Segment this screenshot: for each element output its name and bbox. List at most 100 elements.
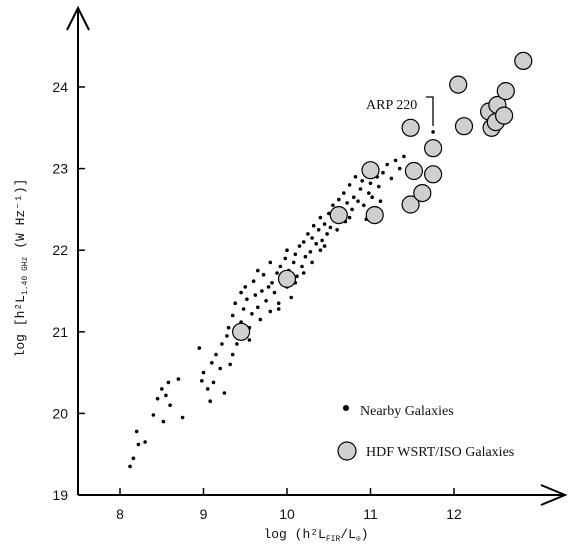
nearby-galaxy-point	[201, 370, 206, 375]
nearby-galaxy-point	[327, 211, 331, 216]
nearby-galaxy-point	[208, 399, 212, 404]
nearby-galaxy-point	[239, 290, 243, 295]
nearby-galaxy-point	[358, 187, 363, 191]
nearby-galaxy-point	[264, 299, 268, 303]
nearby-galaxy-point	[155, 396, 160, 401]
nearby-galaxy-point	[385, 162, 390, 167]
y-tick-label: 24	[52, 79, 68, 95]
hdf-galaxy-point	[401, 118, 420, 137]
nearby-galaxy-point	[303, 254, 308, 259]
annotation-arp220-pointer	[426, 96, 434, 126]
nearby-galaxy-point	[306, 232, 310, 236]
nearby-galaxy-point	[230, 313, 235, 318]
nearby-galaxy-point	[300, 264, 304, 269]
hdf-galaxy-point	[277, 269, 297, 288]
nearby-galaxy-point	[222, 391, 227, 395]
nearby-galaxy-point	[200, 379, 204, 383]
annotation-arp220: ARP 220	[366, 96, 434, 126]
hdf-galaxy-point	[365, 206, 384, 225]
x-tick-label: 11	[363, 506, 378, 522]
nearby-galaxy-point	[151, 413, 156, 417]
nearby-galaxy-point	[325, 232, 329, 236]
y-tick-label: 20	[52, 405, 68, 421]
nearby-galaxy-point	[128, 464, 132, 469]
x-axis-title: log (h²LFIR/L⊙)	[263, 527, 368, 544]
nearby-galaxy-point	[320, 238, 324, 243]
nearby-galaxy-point	[295, 274, 299, 279]
nearby-galaxy-point	[367, 191, 371, 195]
nearby-galaxy-point	[297, 244, 302, 248]
nearby-galaxy-point	[322, 222, 327, 226]
nearby-galaxy-point	[350, 207, 354, 212]
legend: Nearby Galaxies HDF WSRT/ISO Galaxies	[337, 404, 514, 461]
nearby-galaxy-point	[220, 342, 224, 346]
hdf-galaxy-point	[404, 161, 423, 181]
nearby-galaxy-point	[160, 387, 164, 391]
nearby-galaxy-point	[310, 260, 314, 265]
hdf-galaxy-point	[329, 206, 348, 225]
nearby-galaxy-point	[360, 179, 365, 183]
hdf-galaxy-point	[496, 81, 515, 101]
nearby-galaxy-point	[352, 195, 356, 199]
y-tick-label: 23	[52, 161, 68, 177]
nearby-galaxy-point	[225, 334, 229, 338]
y-axis-title: log [h²L1.40 GHz (W Hz⁻¹)]	[13, 179, 30, 358]
nearby-galaxy-point	[356, 199, 360, 203]
nearby-galaxy-point	[255, 305, 260, 310]
nearby-galaxy-point	[278, 264, 283, 269]
legend-label-hdf: HDF WSRT/ISO Galaxies	[366, 445, 514, 460]
nearby-galaxy-point	[253, 293, 258, 297]
hdf-galaxy-point	[454, 117, 474, 136]
nearby-galaxy-point	[331, 203, 335, 208]
nearby-galaxy-point	[270, 281, 274, 285]
hdf-galaxies-series	[232, 51, 533, 341]
nearby-galaxy-point	[301, 240, 306, 244]
nearby-galaxy-point	[353, 175, 358, 179]
nearby-galaxy-point	[230, 352, 235, 357]
hdf-galaxy-point	[401, 195, 420, 214]
x-tick-label: 9	[200, 506, 208, 522]
nearby-galaxy-point	[318, 248, 323, 252]
hdf-galaxy-point	[361, 161, 380, 180]
nearby-galaxy-point	[308, 250, 313, 254]
axes	[66, 5, 568, 506]
nearby-galaxy-point	[276, 301, 281, 306]
legend-dot-marker	[343, 405, 349, 411]
nearby-galaxy-point	[301, 271, 306, 275]
legend-circle-marker	[337, 441, 357, 461]
nearby-galaxy-point	[289, 295, 294, 300]
nearby-galaxy-point	[275, 271, 279, 275]
nearby-galaxy-point	[362, 203, 366, 208]
x-tick-label: 12	[446, 506, 462, 522]
nearby-galaxy-point	[291, 260, 296, 265]
nearby-galaxy-point	[318, 215, 323, 220]
nearby-galaxy-point	[180, 415, 185, 420]
y-tick-label: 21	[52, 324, 68, 340]
legend-label-nearby: Nearby Galaxies	[360, 404, 454, 419]
x-tick-label: 10	[279, 506, 295, 522]
hdf-galaxy-point	[495, 106, 514, 125]
y-tick-label: 19	[52, 487, 68, 503]
nearby-galaxy-point	[347, 215, 352, 220]
nearby-galaxy-point	[402, 154, 406, 159]
nearby-galaxy-point	[166, 380, 171, 385]
nearby-galaxy-point	[272, 290, 277, 295]
nearby-galaxy-point	[335, 228, 339, 232]
nearby-galaxy-point	[168, 403, 172, 408]
nearby-galaxy-point	[228, 362, 232, 367]
nearby-galaxy-point	[268, 260, 273, 265]
nearby-galaxy-point	[266, 285, 271, 289]
annotation-arp220-label: ARP 220	[366, 98, 417, 113]
nearby-galaxy-point	[261, 272, 266, 277]
nearby-galaxy-point	[342, 191, 346, 195]
nearby-galaxy-point	[210, 361, 214, 365]
hdf-galaxy-point	[424, 139, 443, 158]
y-axis-ticks: 19 20 21 22 23 24	[52, 79, 85, 503]
nearby-galaxy-point	[214, 352, 218, 357]
nearby-galaxy-point	[368, 181, 373, 186]
nearby-galaxy-point	[293, 252, 298, 257]
nearby-galaxy-point	[226, 325, 231, 330]
nearby-galaxy-point	[314, 241, 319, 246]
y-axis-arrow	[66, 5, 90, 31]
nearby-galaxy-point	[250, 312, 254, 316]
